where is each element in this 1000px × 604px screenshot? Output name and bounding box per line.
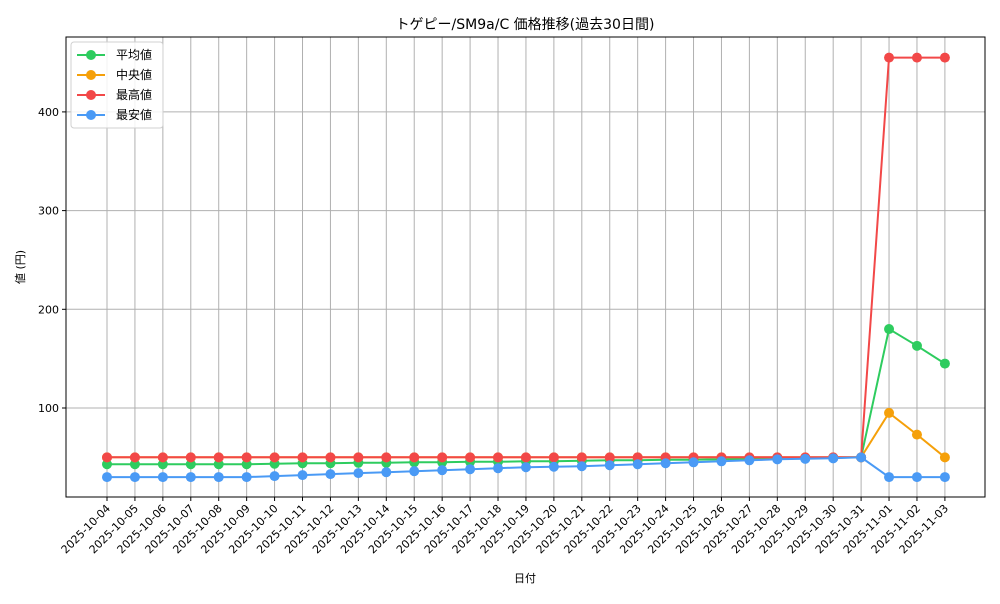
data-point	[157, 452, 168, 463]
data-point	[911, 52, 922, 63]
data-point	[129, 452, 140, 463]
x-axis: 2025-10-042025-10-052025-10-062025-10-07…	[59, 497, 951, 556]
data-point	[325, 469, 336, 480]
legend-item: 平均値	[77, 47, 152, 62]
data-point	[102, 459, 112, 470]
data-point	[911, 340, 922, 351]
data-point	[409, 452, 420, 463]
series-最安値	[102, 452, 950, 483]
data-point	[632, 452, 643, 463]
legend-label: 最高値	[116, 87, 152, 102]
legend-label: 最安値	[116, 107, 152, 122]
data-point	[353, 452, 364, 463]
data-point	[493, 452, 504, 463]
data-point	[297, 470, 308, 481]
data-point	[269, 452, 280, 463]
data-point	[102, 472, 112, 483]
data-point	[884, 52, 895, 63]
data-point	[520, 452, 531, 463]
chart-title: トゲピー/SM9a/C 価格推移(過去30日間)	[396, 17, 655, 33]
data-point	[381, 467, 392, 478]
data-point	[213, 472, 224, 483]
data-point	[409, 466, 420, 477]
y-tick-label: 200	[38, 303, 59, 316]
data-point	[269, 471, 280, 482]
data-point	[911, 472, 922, 483]
y-tick-label: 400	[38, 106, 59, 119]
data-point	[939, 472, 950, 483]
y-tick-label: 300	[38, 205, 59, 218]
data-point	[493, 463, 504, 474]
data-point	[688, 457, 699, 468]
data-point	[437, 452, 448, 463]
data-point	[241, 452, 252, 463]
y-axis: 100 200 300 400	[38, 106, 66, 415]
data-point	[884, 324, 895, 335]
data-point	[604, 452, 615, 463]
series-lines	[102, 52, 950, 483]
data-point	[325, 452, 336, 463]
legend-item: 最高値	[77, 87, 152, 102]
data-point	[185, 459, 196, 470]
legend-marker-icon	[86, 90, 96, 100]
data-point	[884, 407, 895, 418]
data-point	[856, 452, 867, 463]
y-axis-label: 値 (円)	[14, 250, 27, 284]
data-point	[465, 452, 476, 463]
data-point	[576, 452, 587, 463]
data-point	[157, 472, 168, 483]
data-point	[911, 429, 922, 440]
data-point	[939, 358, 950, 369]
data-point	[604, 460, 615, 471]
x-axis-label: 日付	[514, 572, 536, 585]
data-point	[828, 453, 839, 464]
data-point	[939, 52, 950, 63]
data-point	[353, 468, 364, 479]
data-point	[465, 464, 476, 475]
data-point	[884, 472, 895, 483]
legend-marker-icon	[86, 70, 96, 80]
data-point	[800, 453, 811, 464]
data-point	[185, 452, 196, 463]
data-point	[939, 452, 950, 463]
data-point	[129, 472, 140, 483]
data-point	[548, 461, 559, 472]
data-point	[241, 472, 252, 483]
y-tick-label: 100	[38, 402, 59, 415]
data-point	[297, 452, 308, 463]
legend-marker-icon	[86, 110, 96, 120]
data-point	[716, 456, 727, 467]
data-point	[102, 452, 112, 463]
legend-item: 最安値	[77, 107, 152, 122]
data-point	[241, 459, 252, 470]
data-point	[129, 459, 140, 470]
data-point	[185, 472, 196, 483]
legend-item: 中央値	[77, 67, 152, 82]
grid-lines	[66, 37, 985, 497]
data-point	[213, 452, 224, 463]
data-point	[213, 459, 224, 470]
legend-label: 中央値	[116, 67, 152, 82]
data-point	[744, 455, 755, 466]
legend-label: 平均値	[116, 47, 152, 62]
data-point	[772, 454, 783, 465]
data-point	[660, 458, 671, 469]
data-point	[381, 452, 392, 463]
data-point	[632, 459, 643, 470]
data-point	[576, 461, 587, 472]
legend-marker-icon	[86, 50, 96, 60]
data-point	[548, 452, 559, 463]
legend-box	[70, 41, 164, 129]
data-point	[157, 459, 168, 470]
data-point	[520, 462, 531, 473]
data-point	[437, 465, 448, 476]
